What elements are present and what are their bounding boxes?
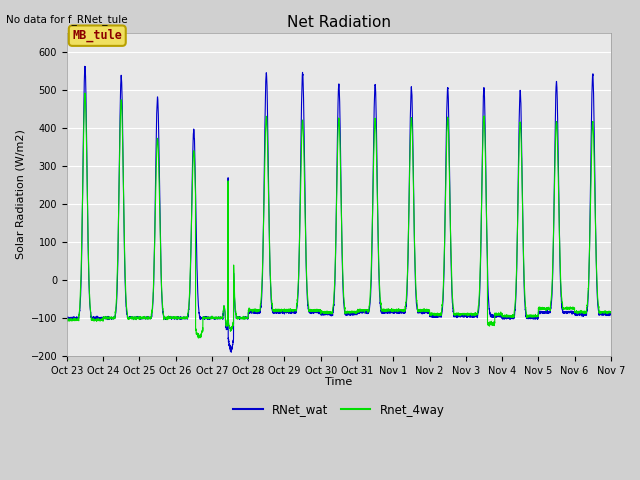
RNet_wat: [492, 313, 500, 319]
RNet_wat: [228, 349, 236, 355]
Rnet_4way: [319, 309, 326, 315]
Rnet_4way: [492, 312, 500, 318]
RNet_wat: [461, 312, 468, 318]
Title: Net Radiation: Net Radiation: [287, 15, 391, 30]
Rnet_4way: [63, 317, 71, 323]
RNet_wat: [607, 312, 614, 318]
RNet_wat: [161, 315, 168, 321]
RNet_wat: [431, 314, 438, 320]
Legend: RNet_wat, Rnet_4way: RNet_wat, Rnet_4way: [228, 399, 449, 421]
RNet_wat: [319, 312, 326, 318]
Rnet_4way: [461, 311, 468, 317]
Rnet_4way: [195, 335, 203, 341]
Text: No data for f_RNet_tule: No data for f_RNet_tule: [6, 14, 128, 25]
RNet_wat: [63, 315, 71, 321]
Y-axis label: Solar Radiation (W/m2): Solar Radiation (W/m2): [15, 129, 25, 259]
Rnet_4way: [431, 312, 438, 318]
Rnet_4way: [161, 315, 168, 321]
Line: RNet_wat: RNet_wat: [67, 66, 611, 352]
Text: MB_tule: MB_tule: [72, 29, 122, 42]
Line: Rnet_4way: Rnet_4way: [67, 93, 611, 338]
RNet_wat: [81, 63, 88, 69]
Rnet_4way: [607, 310, 614, 315]
X-axis label: Time: Time: [325, 377, 353, 387]
RNet_wat: [607, 311, 614, 317]
Rnet_4way: [81, 90, 89, 96]
Rnet_4way: [607, 310, 614, 315]
